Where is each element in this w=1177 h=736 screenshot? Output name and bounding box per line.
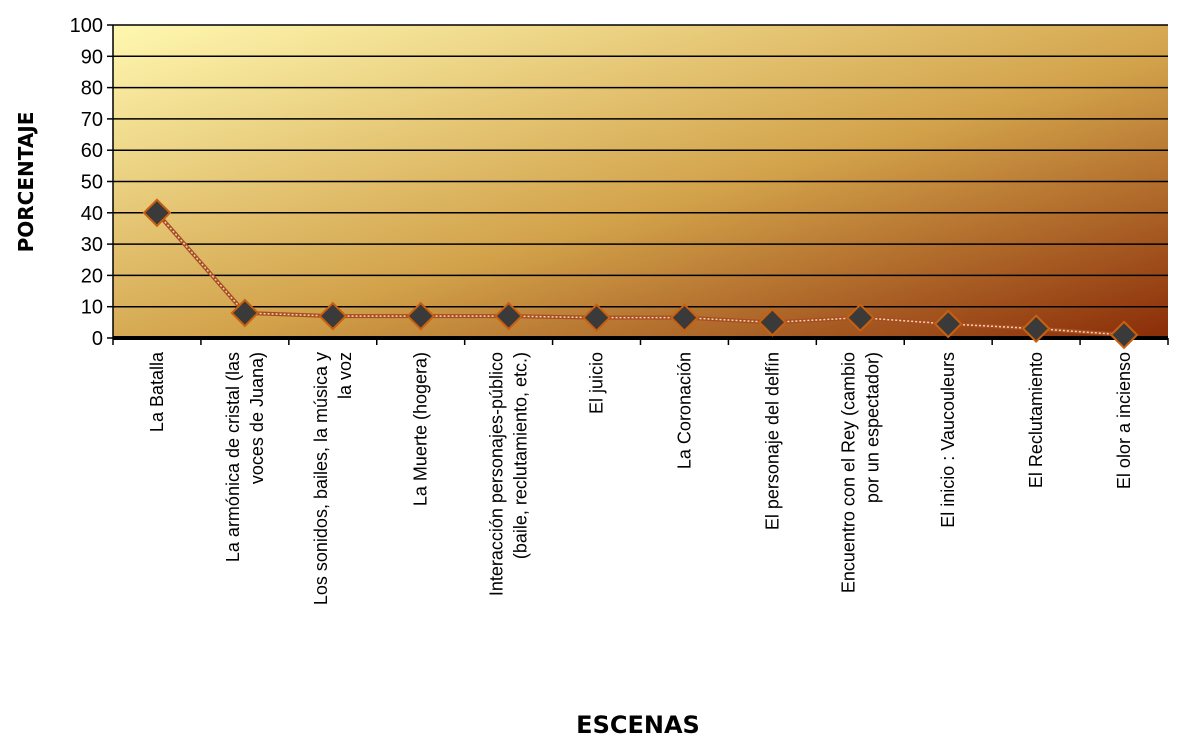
data-point-marker bbox=[845, 303, 875, 333]
y-axis-title: PORCENTAJE bbox=[14, 112, 38, 253]
data-point-marker bbox=[933, 309, 963, 339]
y-tick-label: 20 bbox=[81, 265, 103, 287]
category-label: por un espectador) bbox=[862, 352, 882, 503]
category-label: El inicio : Vaucouleurs bbox=[938, 352, 958, 528]
category-label: (baile, reclutamiento, etc.) bbox=[511, 352, 531, 559]
series bbox=[142, 198, 1139, 350]
category-label: Encuentro con el Rey (cambio bbox=[838, 352, 858, 593]
category-label: La Batalla bbox=[147, 351, 167, 432]
y-tick-label: 90 bbox=[81, 46, 103, 68]
category-label: El Reclutamiento bbox=[1026, 352, 1046, 488]
category-label: La Muerte (hogera) bbox=[411, 352, 431, 506]
category-label: El juicio bbox=[587, 352, 607, 414]
y-tick-label: 50 bbox=[81, 172, 103, 194]
data-point-marker bbox=[582, 303, 611, 333]
y-tick-label: 0 bbox=[92, 328, 103, 350]
data-point-marker bbox=[318, 301, 348, 331]
data-point-marker bbox=[406, 301, 436, 331]
data-point-marker bbox=[230, 298, 260, 328]
category-label: voces de Juana) bbox=[247, 352, 267, 484]
series-line-highlight bbox=[156, 212, 1125, 336]
category-label: El olor a incienso bbox=[1114, 352, 1134, 489]
data-point-marker bbox=[1109, 320, 1139, 350]
y-tick-label: 60 bbox=[81, 140, 103, 162]
category-label: la voz bbox=[335, 352, 355, 399]
y-tick-label: 40 bbox=[81, 203, 103, 225]
category-label: El personaje del delfín bbox=[762, 352, 782, 530]
category-labels: La Batalla La armónica de cristal (las voc… bbox=[147, 351, 1134, 605]
y-tick-label: 80 bbox=[81, 78, 103, 100]
y-tick-label: 10 bbox=[81, 297, 103, 319]
x-axis bbox=[112, 336, 1169, 345]
category-label: La armónica de cristal (las bbox=[223, 352, 243, 562]
y-tick-label: 100 bbox=[70, 15, 103, 37]
category-label: Los sonidos, bailes, la música y bbox=[311, 352, 331, 605]
category-label: La Coronación bbox=[674, 352, 694, 469]
data-point-marker bbox=[1021, 314, 1051, 344]
data-point-marker bbox=[757, 307, 787, 337]
gridlines bbox=[107, 24, 1168, 339]
y-tick-label: 30 bbox=[81, 234, 103, 256]
x-axis-title: ESCENAS bbox=[576, 711, 700, 736]
category-label: Interacción personajes-público bbox=[487, 352, 507, 596]
data-point-marker bbox=[494, 301, 524, 331]
y-tick-label: 70 bbox=[81, 109, 103, 131]
data-point-marker bbox=[670, 303, 699, 333]
data-point-marker bbox=[142, 198, 172, 228]
y-tick-labels: 0 10 20 30 40 50 60 70 80 90 100 bbox=[70, 15, 103, 350]
